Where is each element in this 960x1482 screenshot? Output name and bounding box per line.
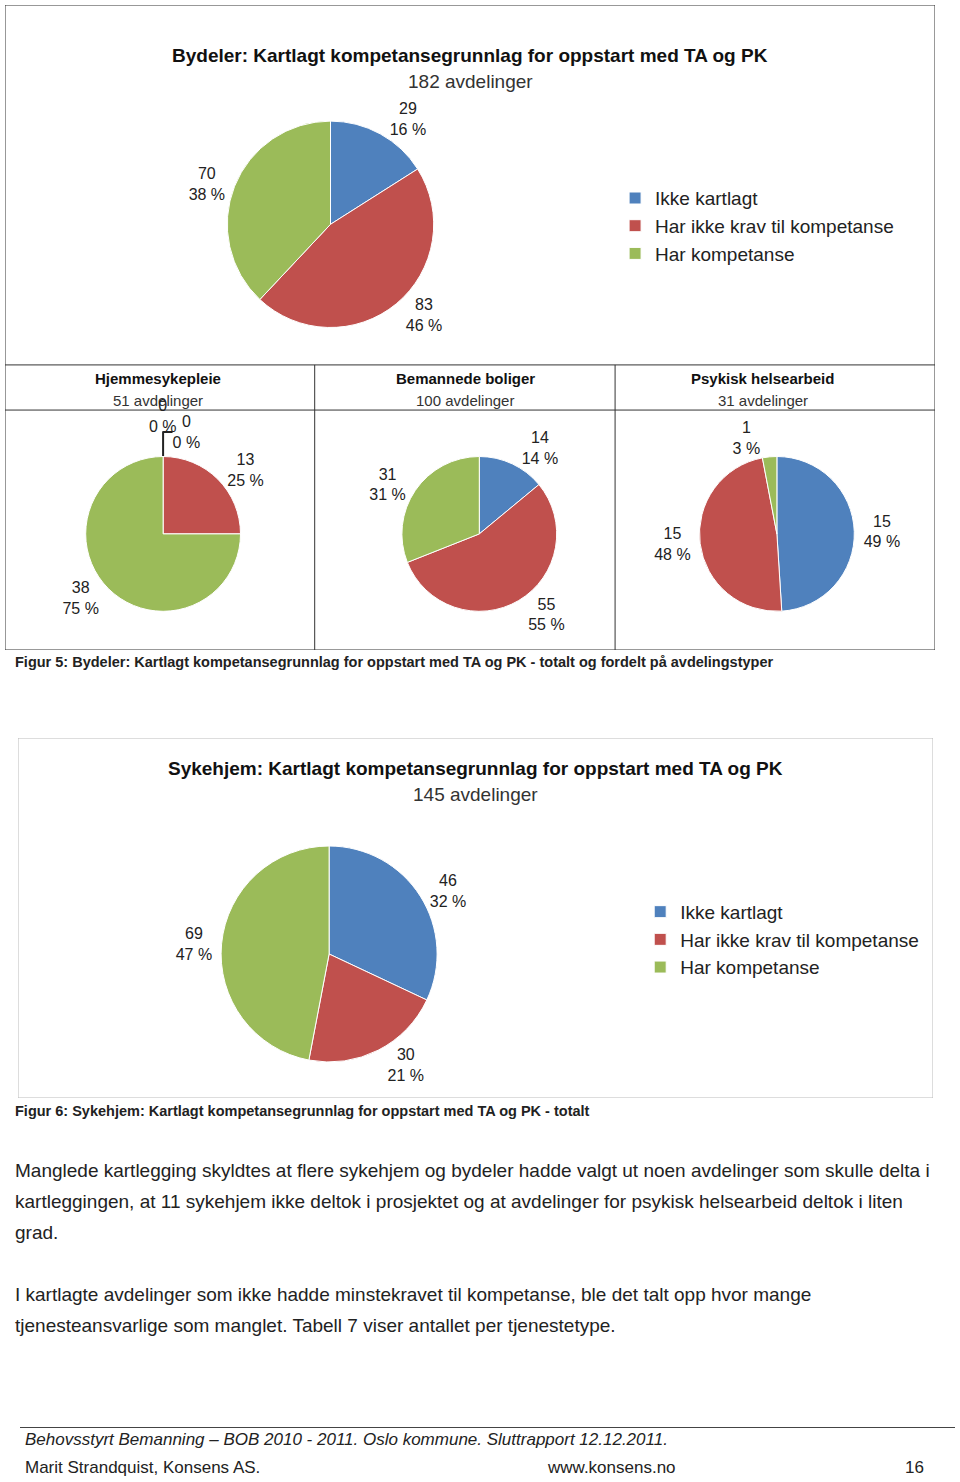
svg-text:3131 %: 3131 % [369,466,405,504]
svg-text:Hjemmesykepleie: Hjemmesykepleie [95,370,221,387]
svg-text:182 avdelinger: 182 avdelinger [408,71,533,92]
svg-text:1549 %: 1549 % [864,513,900,551]
svg-text:Ikke kartlagt: Ikke kartlagt [655,188,758,209]
svg-text:100 avdelinger: 100 avdelinger [416,392,514,409]
svg-text:1325 %: 1325 % [227,451,263,489]
svg-text:00 %: 00 % [149,397,177,435]
svg-text:145 avdelinger: 145 avdelinger [413,784,538,805]
svg-text:5555 %: 5555 % [528,596,564,634]
svg-text:Sykehjem: Kartlagt kompetanseg: Sykehjem: Kartlagt kompetansegrunnlag fo… [168,758,783,779]
html-text:Manglede kartlegging skyldtes: Manglede kartlegging skyldtes at flere s… [15,1160,930,1243]
html-text:16: 16 [905,1458,924,1477]
html-text:Figur 5: Bydeler: Kartlagt kom: Figur 5: Bydeler: Kartlagt kompetansegru… [15,654,774,670]
html-text:I kartlagte avdelinger som ikk: I kartlagte avdelinger som ikke hadde mi… [15,1284,812,1336]
svg-text:Har ikke krav til kompetanse: Har ikke krav til kompetanse [655,216,894,237]
svg-text:31 avdelinger: 31 avdelinger [718,392,808,409]
svg-text:Har kompetanse: Har kompetanse [655,244,794,265]
svg-text:1548 %: 1548 % [654,525,690,563]
svg-text:Bemannede boliger: Bemannede boliger [396,370,535,387]
svg-text:51 avdelinger: 51 avdelinger [113,392,203,409]
svg-text:6947 %: 6947 % [176,925,212,963]
html-text:Marit Strandquist, Konsens AS.: Marit Strandquist, Konsens AS. [25,1458,261,1477]
svg-text:8346 %: 8346 % [406,296,442,334]
html-text:Behovsstyrt Bemanning – BOB 20: Behovsstyrt Bemanning – BOB 2010 - 2011.… [25,1430,668,1449]
svg-text:Bydeler: Kartlagt kompetansegr: Bydeler: Kartlagt kompetansegrunnlag for… [172,45,768,66]
svg-text:3021 %: 3021 % [388,1046,424,1084]
svg-text:2916 %: 2916 % [390,100,426,138]
html-text:Figur 6: Sykehjem: Kartlagt ko: Figur 6: Sykehjem: Kartlagt kompetansegr… [15,1103,590,1119]
svg-text:Ikke kartlagt: Ikke kartlagt [680,902,783,923]
svg-text:00 %: 00 % [173,413,201,451]
svg-text:Har ikke krav til kompetanse: Har ikke krav til kompetanse [680,930,919,951]
svg-text:Psykisk helsearbeid: Psykisk helsearbeid [691,370,834,387]
svg-text:4632 %: 4632 % [430,872,466,910]
svg-text:7038 %: 7038 % [189,165,225,203]
svg-text:Har kompetanse: Har kompetanse [680,957,819,978]
svg-text:1414 %: 1414 % [522,429,558,467]
svg-text:13 %: 13 % [733,419,761,457]
html-text:www.konsens.no: www.konsens.no [548,1458,676,1477]
svg-text:3875 %: 3875 % [62,579,98,617]
